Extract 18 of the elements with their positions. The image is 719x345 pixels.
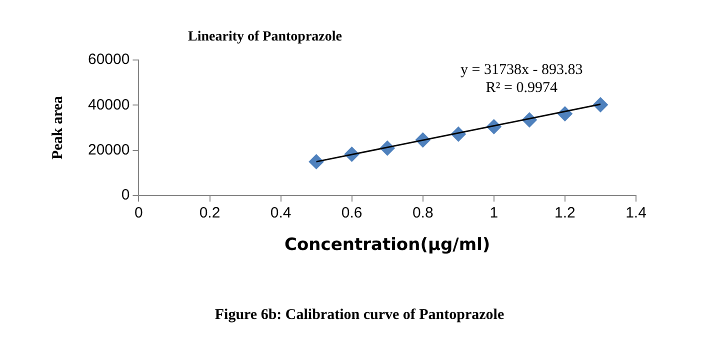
x-tick-label: 1: [490, 204, 498, 222]
y-tick-label: 20000: [88, 142, 130, 159]
caption: Figure 6b: Calibration curve of Pantoprazole: [214, 307, 506, 324]
x-tick-label: 0: [134, 204, 143, 222]
y-tick-label: 60000: [88, 51, 130, 68]
annotation: y = 31738x - 893.83 R² = 0.9974: [460, 62, 583, 96]
x-tick-label: 1.2: [554, 204, 576, 222]
x-tick-label: 0.2: [199, 204, 220, 222]
chart-title: Linearity of Pantoprazole: [188, 30, 342, 45]
x-axis-title: Concentration(µg/ml): [284, 235, 490, 256]
y-tick-label: 0: [121, 186, 130, 204]
x-tick-label: 0.8: [412, 204, 434, 222]
y-axis-title: Peak area: [50, 96, 66, 160]
point: [308, 154, 324, 170]
x-tick-label: 0.6: [341, 204, 362, 222]
x-tick-label: 0.4: [270, 204, 292, 222]
x-tick-label: 1.4: [626, 204, 646, 222]
y-tick-label: 40000: [88, 96, 130, 114]
